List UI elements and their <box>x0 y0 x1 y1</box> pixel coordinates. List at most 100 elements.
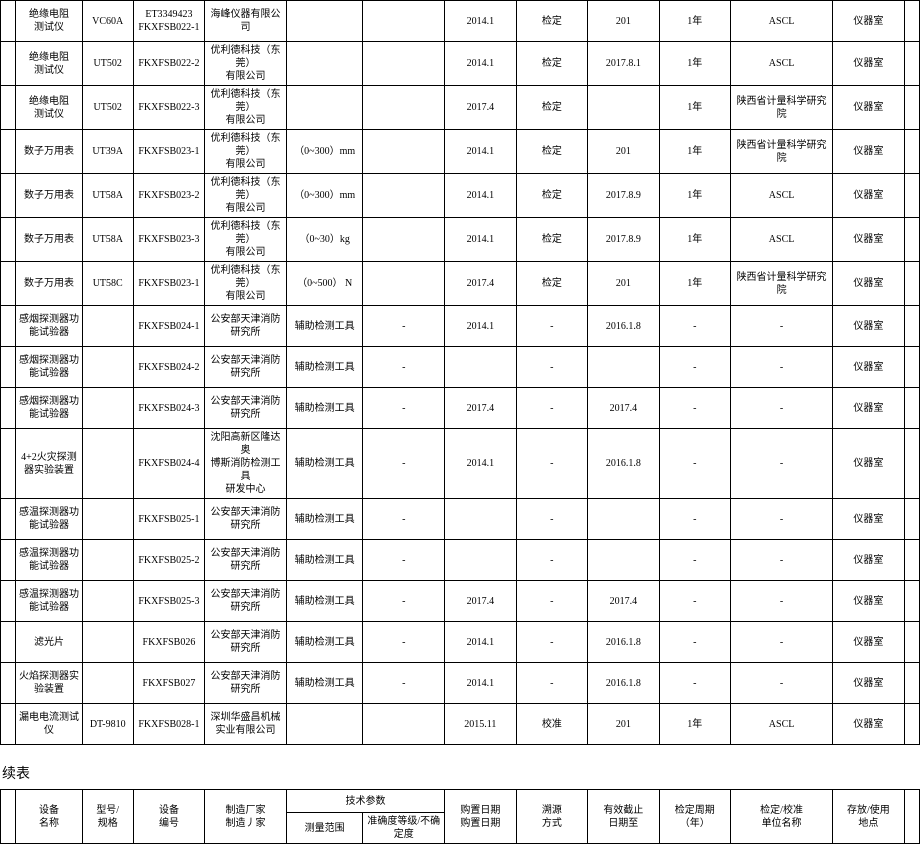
table-cell: 绝缘电阻测试仪 <box>16 42 82 86</box>
table-cell: （0~500） N <box>286 262 363 306</box>
table-cell <box>904 540 919 581</box>
table-row: 绝缘电阻测试仪UT502FKXFSB022-2优利德科技（东莞）有限公司2014… <box>1 42 920 86</box>
table-cell: 绝缘电阻测试仪 <box>16 1 82 42</box>
table-row: 感烟探测器功能试验器FKXFSB024-2公安部天津消防研究所辅助检测工具---… <box>1 347 920 388</box>
table-cell <box>1 306 16 347</box>
table-cell: 1年 <box>659 42 730 86</box>
table-cell: 数子万用表 <box>16 174 82 218</box>
table-cell: 感温探测器功能试验器 <box>16 540 82 581</box>
table-cell: - <box>731 306 833 347</box>
table-cell: 仪器室 <box>833 174 904 218</box>
table-cell <box>286 1 363 42</box>
table-cell <box>445 347 516 388</box>
table-cell: 4+2火灾探测器实验装置 <box>16 429 82 499</box>
table-cell: - <box>731 540 833 581</box>
table-cell: FKXFSB024-1 <box>133 306 204 347</box>
table-cell: ASCL <box>731 218 833 262</box>
table-cell: 陕西省计量科学研究院 <box>731 130 833 174</box>
table-cell: - <box>516 663 587 704</box>
table-cell: 201 <box>588 130 659 174</box>
table-cell: 公安部天津消防研究所 <box>205 663 287 704</box>
table-cell: 1年 <box>659 86 730 130</box>
table-cell: 感烟探测器功能试验器 <box>16 306 82 347</box>
table-cell: 滤光片 <box>16 622 82 663</box>
table-cell: 绝缘电阻测试仪 <box>16 86 82 130</box>
table-cell: 仪器室 <box>833 429 904 499</box>
header-row-1: 设备名称 型号/规格 设备编号 制造厂家制造丿家 技术参数 购置日期购置日期 溯… <box>1 790 920 813</box>
hdr-location: 存放/使用地点 <box>833 790 904 844</box>
table-cell: UT58C <box>82 262 133 306</box>
table-cell: 公安部天津消防研究所 <box>205 622 287 663</box>
table-cell: （0~30）kg <box>286 218 363 262</box>
table-cell: 仪器室 <box>833 581 904 622</box>
table-cell: FKXFSB023-2 <box>133 174 204 218</box>
table-cell: 2014.1 <box>445 663 516 704</box>
table-cell: - <box>731 429 833 499</box>
table-cell <box>588 86 659 130</box>
table-cell: - <box>731 499 833 540</box>
table-cell <box>82 499 133 540</box>
table-cell: 仪器室 <box>833 218 904 262</box>
table-cell: 深圳华盛昌机械实业有限公司 <box>205 704 287 745</box>
table-cell: 检定 <box>516 130 587 174</box>
hdr-purchase-date: 购置日期购置日期 <box>445 790 516 844</box>
table-cell: - <box>659 306 730 347</box>
table-cell: ASCL <box>731 1 833 42</box>
table-cell: - <box>516 540 587 581</box>
table-cell: 仪器室 <box>833 306 904 347</box>
table-cell <box>363 218 445 262</box>
table-cell <box>82 388 133 429</box>
table-cell: 2014.1 <box>445 1 516 42</box>
table-cell: 数子万用表 <box>16 130 82 174</box>
table-cell: 1年 <box>659 174 730 218</box>
table-cell: UT58A <box>82 174 133 218</box>
table-cell: 2017.4 <box>445 581 516 622</box>
table-cell <box>588 347 659 388</box>
table-cell: 检定 <box>516 42 587 86</box>
table-row: 4+2火灾探测器实验装置FKXFSB024-4沈阳高新区隆达奥博斯消防检测工具研… <box>1 429 920 499</box>
table-cell: - <box>731 347 833 388</box>
table-cell: 陕西省计量科学研究院 <box>731 86 833 130</box>
table-cell <box>1 86 16 130</box>
table-cell: - <box>659 429 730 499</box>
table-cell: 检定 <box>516 262 587 306</box>
table-cell: 仪器室 <box>833 86 904 130</box>
table-cell: 2014.1 <box>445 174 516 218</box>
table-cell: - <box>659 663 730 704</box>
table-cell: 2014.1 <box>445 42 516 86</box>
table-cell <box>904 347 919 388</box>
table-cell: 校准 <box>516 704 587 745</box>
table-cell <box>904 1 919 42</box>
table-cell: 检定 <box>516 86 587 130</box>
table-cell <box>904 663 919 704</box>
table-cell: - <box>516 429 587 499</box>
table-cell: 公安部天津消防研究所 <box>205 306 287 347</box>
table-cell <box>904 429 919 499</box>
table-cell <box>904 622 919 663</box>
table-cell <box>363 130 445 174</box>
table-cell: 优利德科技（东莞）有限公司 <box>205 42 287 86</box>
table-cell: - <box>363 581 445 622</box>
table-cell: 公安部天津消防研究所 <box>205 499 287 540</box>
table-cell: 201 <box>588 704 659 745</box>
table-cell <box>1 499 16 540</box>
table-cell: 检定 <box>516 218 587 262</box>
table-cell: 2017.4 <box>445 262 516 306</box>
table-cell: 1年 <box>659 1 730 42</box>
table-cell: 漏电电流测试 仪 <box>16 704 82 745</box>
table-cell: 公安部天津消防研究所 <box>205 581 287 622</box>
hdr-measure-range: 测量范围 <box>286 813 363 844</box>
table-cell: - <box>516 388 587 429</box>
table-cell: 仪器室 <box>833 663 904 704</box>
table-cell: 感温探测器功能试验器 <box>16 499 82 540</box>
table-cell <box>904 218 919 262</box>
table-row: 滤光片FKXFSB026公安部天津消防研究所辅助检测工具-2014.1-2016… <box>1 622 920 663</box>
table-cell: DT-9810 <box>82 704 133 745</box>
table-cell <box>445 499 516 540</box>
table-cell <box>588 499 659 540</box>
table-cell <box>1 581 16 622</box>
table-cell: 优利德科技（东莞）有限公司 <box>205 174 287 218</box>
table-cell: - <box>516 499 587 540</box>
table-cell: FKXFSB025-2 <box>133 540 204 581</box>
hdr-model: 型号/规格 <box>82 790 133 844</box>
